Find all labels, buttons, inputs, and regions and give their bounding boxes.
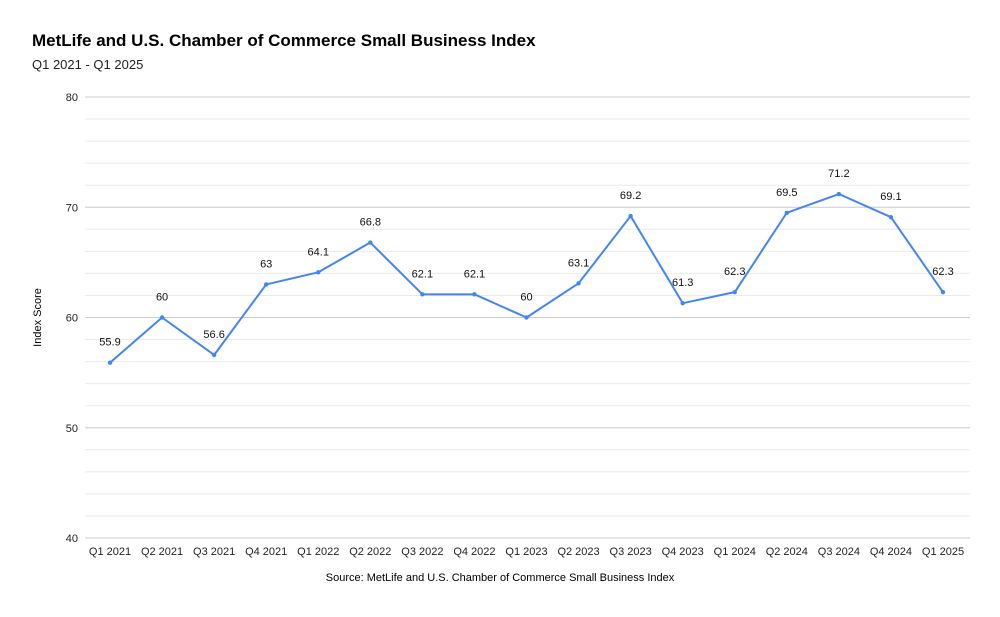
data-point (628, 213, 633, 219)
y-tick-label: 80 (66, 92, 78, 104)
chart-subtitle: Q1 2021 - Q1 2025 (32, 57, 144, 72)
data-label: 63.1 (568, 257, 589, 269)
data-point (524, 315, 529, 320)
x-tick-label: Q1 2025 (922, 546, 964, 558)
chart-title: MetLife and U.S. Chamber of Commerce Sma… (32, 31, 536, 50)
x-tick-label: Q1 2022 (297, 546, 339, 558)
series-layer (107, 191, 946, 365)
x-tick-label: Q4 2024 (870, 546, 912, 558)
data-label: 69.5 (776, 187, 797, 199)
data-label: 55.9 (99, 337, 120, 349)
x-tick-label: Q2 2023 (557, 546, 599, 558)
y-tick-label: 70 (66, 202, 78, 214)
data-point (420, 292, 425, 297)
data-point (107, 360, 113, 365)
source-note: Source: MetLife and U.S. Chamber of Comm… (325, 572, 675, 584)
data-point (576, 281, 581, 286)
data-point (888, 214, 894, 220)
y-axis: 40 50 60 70 80 Index Score (32, 92, 78, 545)
x-tick-label: Q3 2024 (818, 546, 860, 558)
x-tick-label: Q2 2021 (141, 546, 183, 558)
data-point (732, 289, 737, 295)
data-point (368, 240, 373, 245)
x-axis: Q1 2021 Q2 2021 Q3 2021 Q4 2021 Q1 2022 Q2 20… (89, 546, 964, 558)
data-label: 69.1 (880, 191, 901, 203)
data-point (211, 352, 217, 358)
x-tick-label: Q3 2023 (610, 546, 652, 558)
data-point (472, 292, 477, 297)
y-axis-title: Index Score (32, 288, 44, 347)
x-tick-label: Q4 2021 (245, 546, 287, 558)
x-tick-label: Q1 2023 (505, 546, 547, 558)
x-tick-label: Q1 2024 (714, 546, 756, 558)
data-label: 71.2 (828, 168, 849, 180)
data-point (680, 300, 685, 306)
x-tick-label: Q2 2022 (349, 546, 391, 558)
data-label: 62.3 (724, 266, 745, 278)
y-tick-label: 60 (66, 313, 78, 325)
data-label: 60 (156, 292, 168, 304)
data-label: 62.1 (464, 268, 485, 280)
y-tick-label: 40 (66, 533, 78, 545)
data-label: 63 (260, 258, 272, 270)
data-label: 60 (520, 292, 532, 304)
data-label: 61.3 (672, 277, 693, 289)
data-label: 66.8 (360, 217, 381, 229)
data-label: 64.1 (308, 246, 329, 258)
y-tick-label: 50 (66, 423, 78, 435)
x-tick-label: Q2 2024 (766, 546, 808, 558)
data-label: 62.3 (932, 266, 953, 278)
data-point (940, 289, 946, 295)
x-tick-label: Q1 2021 (89, 546, 131, 558)
data-label: 69.2 (620, 190, 641, 202)
data-point (159, 315, 165, 320)
data-point (784, 210, 790, 215)
data-point (316, 270, 321, 275)
data-point (836, 191, 842, 197)
data-labels: 55.9 60 56.6 63 64.1 66.8 62.1 62.1 60 63.1 69.2 61… (99, 168, 953, 349)
data-label: 62.1 (412, 268, 433, 280)
x-tick-label: Q3 2022 (401, 546, 443, 558)
data-point (263, 282, 269, 287)
data-label: 56.6 (203, 329, 224, 341)
series-line (109, 193, 944, 364)
x-tick-label: Q4 2022 (453, 546, 495, 558)
x-tick-label: Q3 2021 (193, 546, 235, 558)
x-tick-label: Q4 2023 (662, 546, 704, 558)
